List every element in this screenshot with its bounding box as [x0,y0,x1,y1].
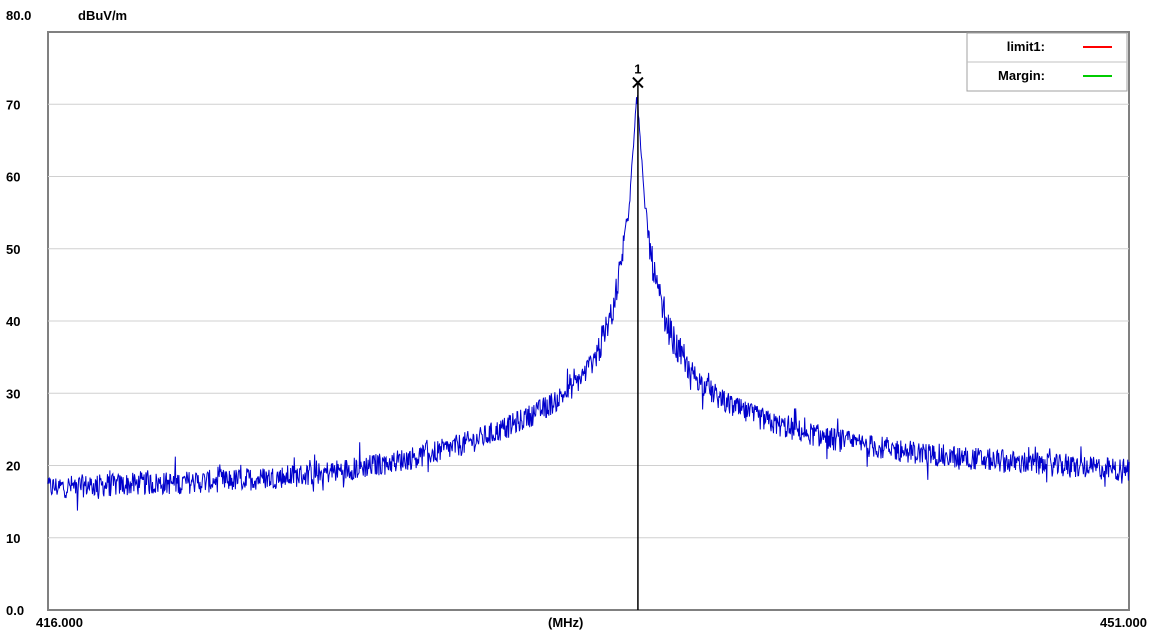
y-tick-label: 40 [6,314,20,329]
marker-label: 1 [634,62,641,77]
y-tick-label: 70 [6,97,20,112]
y-tick-label: 20 [6,459,20,474]
marker-x [632,76,644,89]
y-tick-label: 30 [6,386,20,401]
grid-lines [48,103,1129,539]
series-layer [47,94,1130,511]
y-axis-unit-label: dBuV/m [78,8,127,23]
x-tick-label-end: 451.000 [1100,615,1147,630]
y-tick-label: 80.0 [6,8,31,23]
legend: limit1: Margin: [966,32,1128,92]
y-tick-label: 50 [6,242,20,257]
y-tick-labels: 0.0 10 20 30 40 50 60 70 80.0 [6,8,31,618]
marker-layer: 1 [632,62,644,610]
y-tick-label: 10 [6,531,20,546]
legend-label-margin: Margin: [998,68,1045,83]
x-tick-label-start: 416.000 [36,615,83,630]
y-tick-label: 0.0 [6,603,24,618]
series-line [47,94,1130,511]
x-axis-unit-label: (MHz) [548,615,583,630]
y-tick-label: 60 [6,170,20,185]
legend-label-limit1: limit1: [1007,39,1045,54]
